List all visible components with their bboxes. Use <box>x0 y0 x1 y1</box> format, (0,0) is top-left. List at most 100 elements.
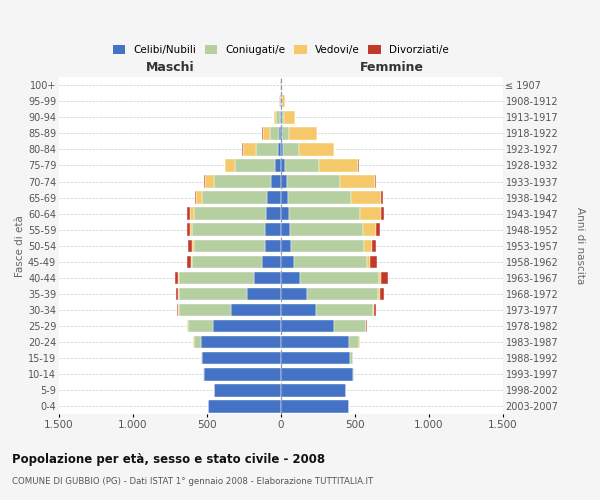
Bar <box>194 240 265 252</box>
Bar <box>276 111 280 124</box>
Bar <box>204 368 281 380</box>
Bar <box>271 176 281 188</box>
Bar <box>191 256 192 268</box>
Bar <box>380 288 384 300</box>
Bar <box>281 336 349 348</box>
Bar <box>226 159 235 172</box>
Bar <box>281 143 283 156</box>
Bar <box>268 192 281 204</box>
Bar <box>202 352 281 364</box>
Bar <box>196 192 202 204</box>
Bar <box>256 143 278 156</box>
Bar <box>204 176 205 188</box>
Bar <box>281 320 334 332</box>
Text: Femmine: Femmine <box>360 61 424 74</box>
Bar <box>280 111 281 124</box>
Bar <box>270 127 279 140</box>
Bar <box>266 208 281 220</box>
Bar <box>334 320 366 332</box>
Bar <box>281 159 284 172</box>
Legend: Celibi/Nubili, Coniugati/e, Vedovi/e, Divorziati/e: Celibi/Nubili, Coniugati/e, Vedovi/e, Di… <box>113 45 449 55</box>
Bar <box>281 176 287 188</box>
Bar <box>214 176 271 188</box>
Bar <box>279 127 281 140</box>
Bar <box>187 208 190 220</box>
Bar <box>203 368 204 380</box>
Bar <box>381 272 388 284</box>
Bar <box>300 272 379 284</box>
Bar <box>208 400 281 412</box>
Bar <box>190 208 194 220</box>
Bar <box>265 224 281 236</box>
Bar <box>363 224 376 236</box>
Bar <box>307 288 379 300</box>
Bar <box>281 240 292 252</box>
Y-axis label: Anni di nascita: Anni di nascita <box>575 207 585 284</box>
Bar <box>281 224 290 236</box>
Bar <box>176 288 178 300</box>
Bar <box>188 320 213 332</box>
Bar <box>274 111 276 124</box>
Bar <box>263 127 270 140</box>
Bar <box>381 192 383 204</box>
Bar <box>360 208 380 220</box>
Bar <box>281 352 350 364</box>
Y-axis label: Fasce di età: Fasce di età <box>15 215 25 276</box>
Bar <box>281 192 289 204</box>
Bar <box>281 272 300 284</box>
Bar <box>379 272 381 284</box>
Bar <box>294 256 367 268</box>
Bar <box>292 240 364 252</box>
Bar <box>254 272 281 284</box>
Bar <box>179 304 230 316</box>
Bar <box>177 304 178 316</box>
Bar <box>281 384 346 396</box>
Bar <box>316 304 373 316</box>
Bar <box>179 288 247 300</box>
Bar <box>281 111 282 124</box>
Bar <box>281 208 289 220</box>
Bar <box>281 288 307 300</box>
Bar <box>192 256 262 268</box>
Bar <box>265 240 281 252</box>
Text: Maschi: Maschi <box>146 61 194 74</box>
Bar <box>200 352 202 364</box>
Bar <box>350 192 381 204</box>
Bar <box>281 127 282 140</box>
Bar <box>187 256 191 268</box>
Text: Popolazione per età, sesso e stato civile - 2008: Popolazione per età, sesso e stato civil… <box>12 452 325 466</box>
Bar <box>340 176 376 188</box>
Bar <box>282 95 285 108</box>
Bar <box>290 224 363 236</box>
Bar <box>289 208 360 220</box>
Bar <box>201 336 281 348</box>
Bar <box>376 224 380 236</box>
Bar <box>235 159 275 172</box>
Bar <box>279 95 280 108</box>
Bar <box>247 288 281 300</box>
Bar <box>299 143 334 156</box>
Bar <box>192 240 194 252</box>
Bar <box>370 256 377 268</box>
Bar <box>275 159 281 172</box>
Bar <box>319 159 358 172</box>
Bar <box>289 127 317 140</box>
Bar <box>190 224 192 236</box>
Bar <box>284 111 295 124</box>
Bar <box>281 400 349 412</box>
Bar <box>283 143 299 156</box>
Bar <box>202 192 268 204</box>
Bar <box>379 288 380 300</box>
Bar <box>188 240 192 252</box>
Bar <box>230 304 281 316</box>
Bar <box>242 143 256 156</box>
Bar <box>213 320 281 332</box>
Bar <box>281 256 294 268</box>
Bar <box>282 111 284 124</box>
Bar <box>374 304 376 316</box>
Bar <box>175 272 178 284</box>
Bar <box>353 368 355 380</box>
Bar <box>262 256 281 268</box>
Bar <box>205 176 214 188</box>
Bar <box>214 384 281 396</box>
